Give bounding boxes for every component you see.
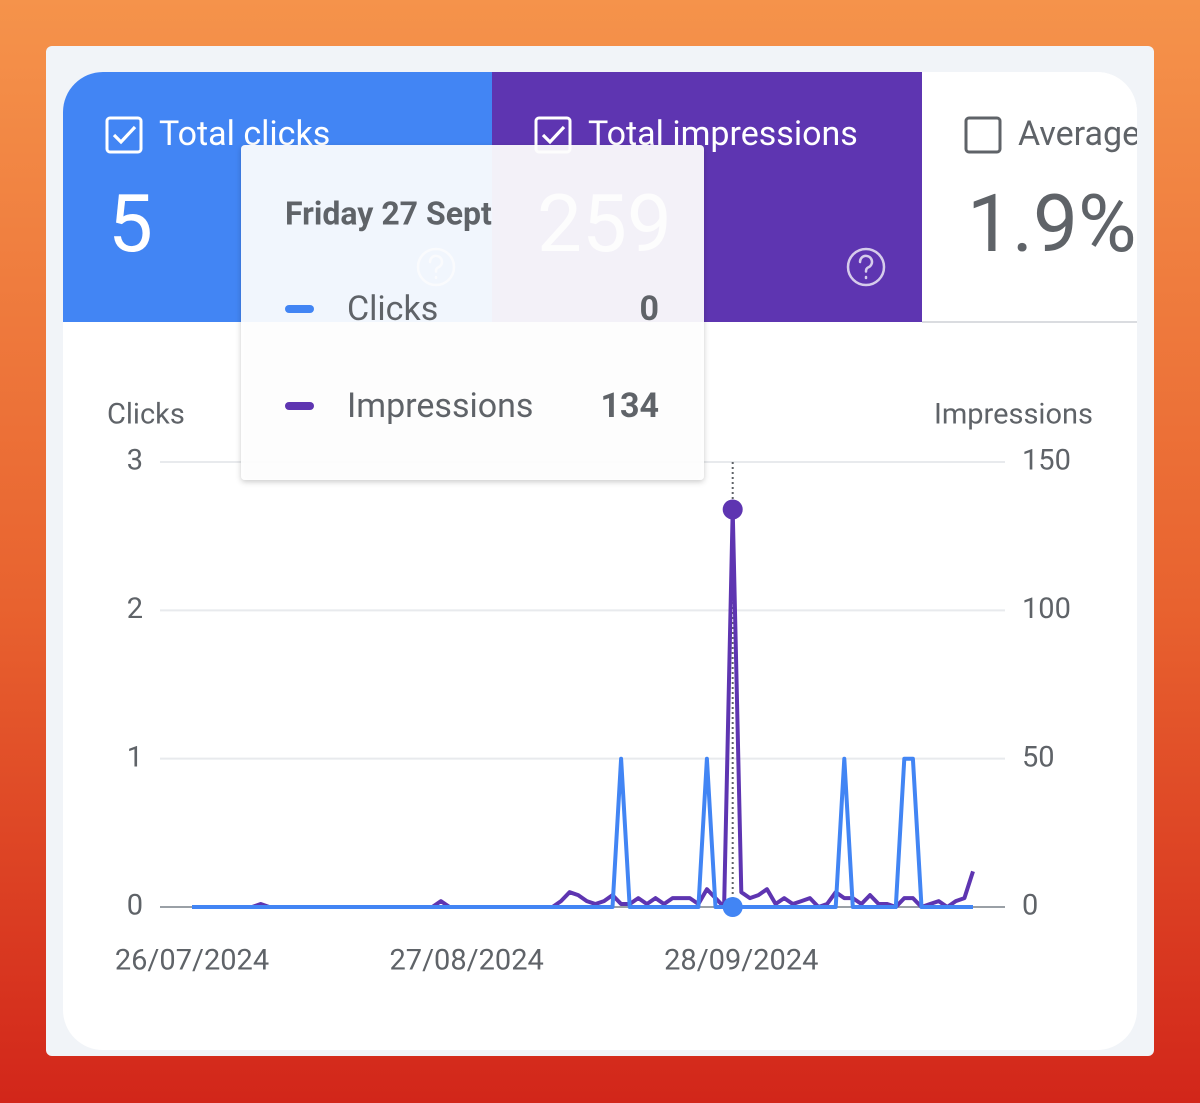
tooltip-value: 134 <box>600 386 659 426</box>
checkmark <box>541 125 566 145</box>
x-tick-label: 27/08/2024 <box>389 944 543 978</box>
tooltip-label: Clicks <box>347 289 438 329</box>
x-tick-label: 26/07/2024 <box>115 944 269 978</box>
help-icon[interactable] <box>846 247 886 287</box>
checkmark <box>112 125 137 145</box>
y2-tick-label: 0 <box>1022 889 1038 923</box>
tooltip-box <box>241 145 704 480</box>
y-axis-title: Clicks <box>107 398 185 432</box>
help-icon-glyph <box>858 254 874 280</box>
y2-axis-title: Impressions <box>934 398 1093 432</box>
y-tick-label: 2 <box>127 592 143 626</box>
card-value: 5 <box>108 177 153 271</box>
y2-tick-label: 50 <box>1022 740 1055 774</box>
tooltip-value: 0 <box>639 289 659 329</box>
checkbox[interactable] <box>105 116 143 154</box>
series-line <box>192 756 973 909</box>
checkbox[interactable] <box>964 116 1002 154</box>
card-background <box>922 72 1137 322</box>
y2-tick-label: 150 <box>1022 444 1071 478</box>
chart: Clicks Impressions 0 1 2 3 0 50 100 150 26/07/2024… <box>107 398 1093 978</box>
card-label: Average <box>1018 114 1140 154</box>
tooltip-label: Impressions <box>347 386 533 426</box>
tooltip-title: Friday 27 Sept <box>285 194 492 232</box>
tooltip: Friday 27 Sept Clicks 0 Impressions 134 <box>241 145 704 480</box>
x-tick-label: 28/09/2024 <box>664 944 818 978</box>
y2-tick-label: 100 <box>1022 592 1071 626</box>
y-tick-label: 3 <box>127 444 143 478</box>
hover-point <box>722 897 743 917</box>
metric-card[interactable]: Average 1.9% <box>922 72 1182 322</box>
hover-point <box>722 499 743 520</box>
y-tick-label: 1 <box>127 740 143 774</box>
y-tick-label: 0 <box>127 889 143 923</box>
card-value: 1.9% <box>967 177 1137 271</box>
